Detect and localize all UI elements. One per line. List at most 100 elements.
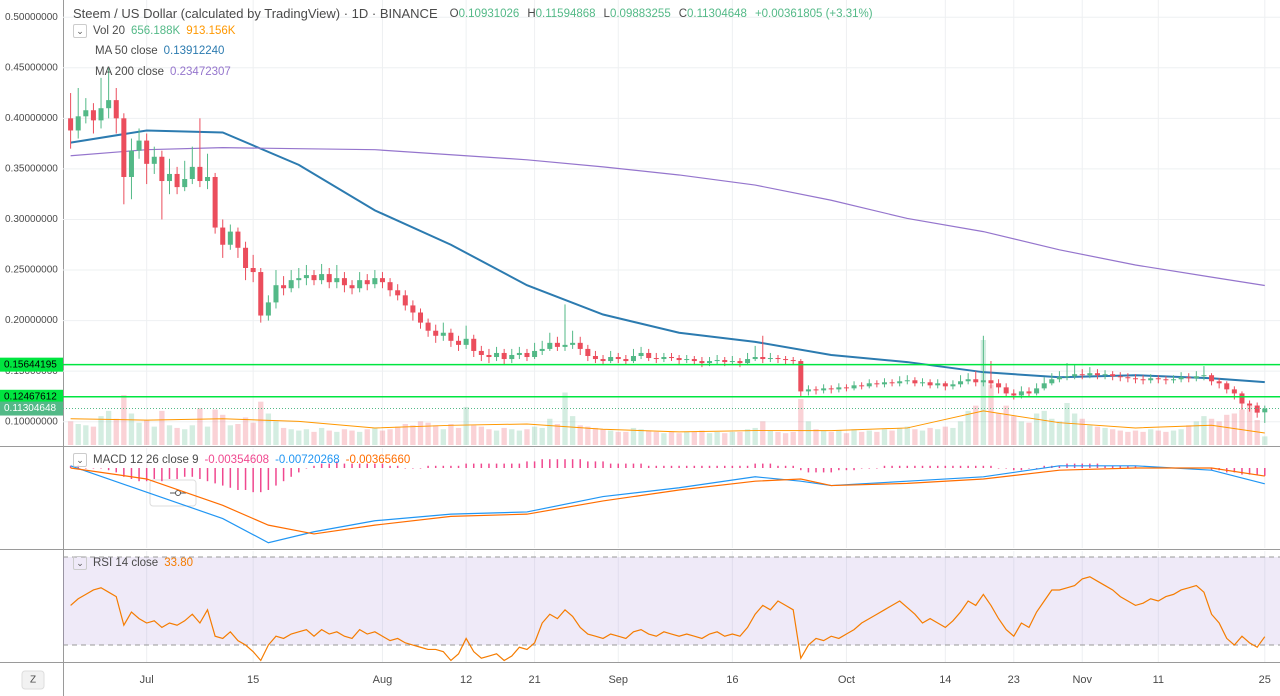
candle-body bbox=[881, 382, 887, 385]
volume-bar bbox=[744, 429, 751, 445]
volume-bar bbox=[676, 433, 682, 445]
candle-body bbox=[326, 274, 332, 283]
histogram-bar bbox=[358, 463, 361, 468]
volume-bar bbox=[493, 430, 500, 445]
volume-bar bbox=[1155, 430, 1161, 445]
candle-body bbox=[1064, 376, 1070, 378]
candle-body bbox=[775, 358, 781, 360]
volume-bar bbox=[273, 421, 279, 445]
volume-bar bbox=[113, 418, 119, 445]
volume-bar bbox=[440, 429, 446, 445]
histogram-bar bbox=[526, 461, 528, 468]
volume-bar bbox=[684, 431, 690, 445]
candle-body bbox=[341, 278, 347, 286]
histogram-bar bbox=[282, 468, 285, 482]
volume-bar bbox=[334, 431, 340, 445]
candle-body bbox=[494, 352, 500, 358]
histogram-bar bbox=[161, 468, 163, 482]
volume-bar bbox=[950, 427, 956, 445]
candle-body bbox=[1041, 383, 1047, 389]
candle-body bbox=[1125, 377, 1131, 379]
histogram-bar bbox=[115, 468, 117, 473]
collapse-button[interactable]: ⌄ bbox=[73, 24, 87, 38]
histogram-bar bbox=[967, 465, 969, 468]
volume-bar bbox=[341, 429, 348, 445]
candle-body bbox=[144, 140, 150, 164]
y-tick-label: 0.30000000 bbox=[5, 214, 58, 225]
histogram-bar bbox=[434, 465, 437, 468]
candle-body bbox=[1231, 389, 1237, 394]
histogram-bar bbox=[754, 463, 756, 468]
y-tick-label: 0.20000000 bbox=[5, 315, 58, 326]
histogram-bar bbox=[1134, 465, 1137, 468]
candle-body bbox=[372, 278, 378, 285]
histogram-bar bbox=[1043, 465, 1045, 468]
volume-bar bbox=[1148, 429, 1154, 445]
ma-line bbox=[70, 147, 1265, 287]
histogram-bar bbox=[328, 463, 330, 468]
x-tick-label: 14 bbox=[939, 674, 951, 686]
histogram-bar bbox=[784, 465, 787, 468]
candle-body bbox=[798, 361, 804, 392]
legend-row: ⌄ Vol 20 656.188K 913.156K bbox=[73, 24, 235, 38]
volume-bar bbox=[144, 420, 150, 445]
histogram-bar bbox=[594, 461, 597, 468]
candle-body bbox=[539, 348, 545, 351]
histogram-bar bbox=[229, 468, 232, 488]
volume-bar bbox=[965, 410, 971, 445]
scale-button-label[interactable]: Z bbox=[30, 675, 36, 686]
histogram-bar bbox=[214, 468, 216, 484]
histogram-bar bbox=[221, 468, 224, 486]
candle-body bbox=[1262, 408, 1268, 413]
candle-body bbox=[836, 387, 842, 390]
candle-body bbox=[159, 156, 165, 182]
candle-body bbox=[524, 352, 530, 358]
histogram-bar bbox=[571, 459, 574, 468]
candle-body bbox=[866, 383, 872, 387]
candle-body bbox=[828, 388, 834, 390]
histogram-bar bbox=[1111, 465, 1114, 468]
candle-body bbox=[745, 359, 751, 364]
volume-bar bbox=[166, 425, 173, 445]
legend-header: Steem / US Dollar (calculated by Trading… bbox=[73, 6, 873, 21]
histogram-bar bbox=[708, 465, 711, 468]
histogram-bar bbox=[244, 468, 247, 490]
candle-body bbox=[935, 383, 941, 386]
candle-body bbox=[813, 389, 819, 391]
histogram-bar bbox=[952, 465, 954, 468]
candle-body bbox=[1117, 376, 1123, 378]
volume-bar bbox=[851, 429, 857, 445]
candle-body bbox=[722, 360, 728, 363]
candle-body bbox=[273, 285, 279, 303]
volume-bar bbox=[303, 429, 310, 445]
candle-body bbox=[1163, 379, 1169, 381]
candle-body bbox=[1034, 388, 1040, 394]
x-tick-label: Aug bbox=[373, 674, 393, 686]
y-tick-label: 0.45000000 bbox=[5, 62, 58, 73]
volume-bar bbox=[516, 430, 523, 445]
candle-body bbox=[1140, 379, 1146, 381]
volume-bar bbox=[607, 430, 614, 445]
volume-bar bbox=[691, 431, 697, 445]
candle-body bbox=[1132, 378, 1138, 380]
histogram-bar bbox=[495, 463, 498, 468]
scale-button[interactable] bbox=[21, 670, 45, 690]
volume-bar bbox=[638, 429, 644, 445]
volume-bar bbox=[843, 433, 850, 445]
candle-body bbox=[904, 380, 910, 382]
histogram-bar bbox=[419, 468, 422, 469]
collapse-button[interactable]: ⌄ bbox=[73, 556, 87, 570]
collapse-button[interactable]: ⌄ bbox=[73, 453, 87, 467]
histogram-bar bbox=[1058, 465, 1061, 468]
histogram-bar bbox=[206, 468, 209, 482]
histogram-bar bbox=[1241, 468, 1243, 475]
candle-body bbox=[98, 108, 104, 121]
ohlc-value: 0.10931026 bbox=[458, 7, 520, 20]
legend-name: RSI 14 close bbox=[93, 557, 159, 569]
histogram-bar bbox=[716, 465, 718, 468]
candle-body bbox=[889, 382, 895, 384]
histogram-bar bbox=[1233, 468, 1236, 473]
volume-bar bbox=[782, 433, 789, 445]
volume-bar bbox=[356, 431, 363, 445]
candle-body bbox=[250, 268, 256, 273]
